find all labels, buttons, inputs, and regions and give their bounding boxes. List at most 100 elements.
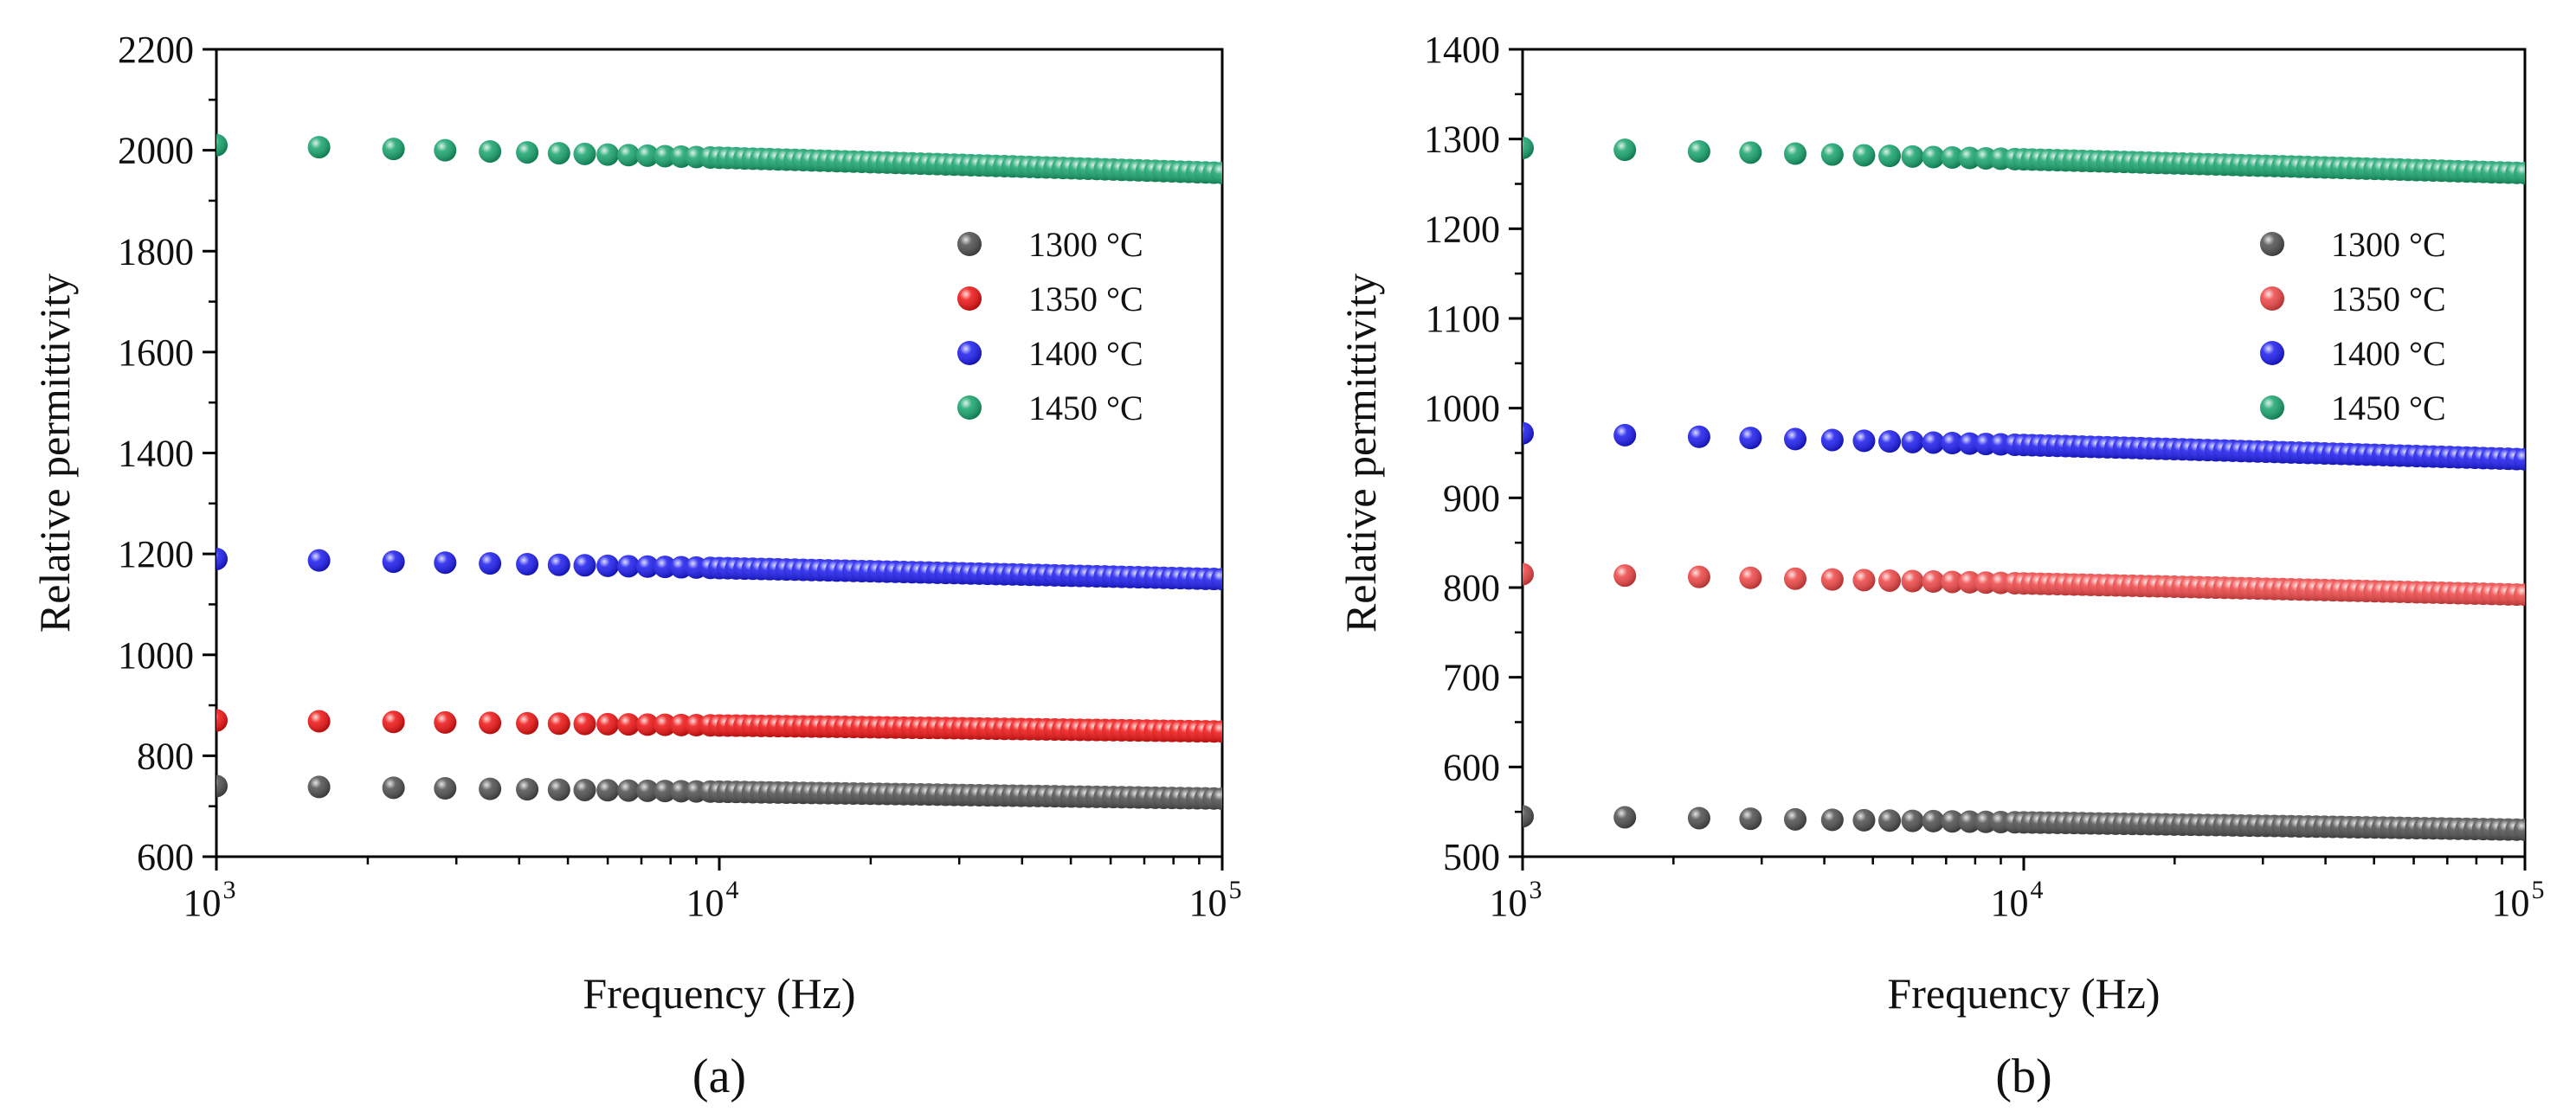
panel-b-legend-marker-shine xyxy=(2260,395,2284,420)
panel-b-point-shine xyxy=(1852,429,1876,453)
panel-b-point-shine xyxy=(1922,809,1945,832)
panel-b-y-axis-label: Relative permittivity xyxy=(1336,273,1385,633)
panel-b-point-shine xyxy=(1941,810,1964,833)
panel-a-series-1 xyxy=(216,709,1222,743)
panel-b-point-shine xyxy=(1958,146,1981,170)
panel-b-point-shine xyxy=(1922,569,1945,593)
panel-b-ytick-label: 800 xyxy=(1443,567,1500,609)
panel-a-point-shine xyxy=(654,713,677,736)
panel-a-point-shine xyxy=(307,775,331,799)
panel-b-ytick-label: 700 xyxy=(1443,657,1500,699)
panel-b-point-shine xyxy=(1739,807,1762,831)
panel-a-point-shine xyxy=(307,549,331,572)
panel-a-xtick-label: 104 xyxy=(686,876,739,924)
panel-a-point-shine xyxy=(573,554,596,577)
panel-b-x-axis-label: Frequency (Hz) xyxy=(1887,969,2160,1018)
panel-b-point-shine xyxy=(1523,421,1534,445)
panel-b-ytick-label: 900 xyxy=(1443,477,1500,519)
panel-a-point-shine xyxy=(434,138,457,162)
panel-a-point-shine xyxy=(516,141,539,164)
panel-b-point-shine xyxy=(1739,566,1762,589)
panel-a-point-shine xyxy=(547,142,570,165)
panel-b-point-shine xyxy=(2514,818,2525,841)
panel-b-point-shine xyxy=(1784,567,1807,590)
panel-a-legend-label: 1350 °C xyxy=(1028,280,1143,318)
panel-a-point-shine xyxy=(636,144,660,167)
panel-b-legend-label: 1400 °C xyxy=(2331,334,2446,373)
panel-a-point-shine xyxy=(636,555,660,578)
panel-a-point-shine xyxy=(479,711,502,735)
panel-a-point-shine xyxy=(382,776,405,800)
panel-a-point-shine xyxy=(516,711,539,735)
panel-a-y-axis-label: Relative permittivity xyxy=(30,273,79,633)
panel-b-point-shine xyxy=(1687,806,1710,830)
panel-b-legend-marker-shine xyxy=(2260,341,2284,365)
panel-b-ytick-label: 1300 xyxy=(1424,119,1500,161)
panel-a-ytick-label: 1000 xyxy=(118,634,194,677)
panel-b-point-shine xyxy=(1852,569,1876,592)
panel-a-data xyxy=(216,133,1222,810)
panel-a-ytick-label: 1200 xyxy=(118,533,194,575)
panel-a-point-shine xyxy=(636,779,660,802)
panel-b-point-shine xyxy=(1958,810,1981,833)
panel-b-point-shine xyxy=(1922,431,1945,454)
panel-a-xtick-label: 105 xyxy=(1189,876,1242,924)
panel-b-point-shine xyxy=(1820,143,1844,166)
panel-a-point-shine xyxy=(307,136,331,159)
panel-b-legend-label: 1450 °C xyxy=(2331,389,2446,427)
panel-a-x-axis-label: Frequency (Hz) xyxy=(583,969,855,1018)
panel-a-xtick-label: 103 xyxy=(184,876,236,924)
panel-b-series-2 xyxy=(1523,421,2525,471)
panel-a-series-3 xyxy=(216,133,1222,184)
panel-a-point-shine xyxy=(434,777,457,800)
panel-a-point-shine xyxy=(382,710,405,734)
panel-a-ytick-label: 1400 xyxy=(118,433,194,475)
panel-b-point-shine xyxy=(1820,808,1844,832)
panel-b-point-shine xyxy=(1901,809,1924,832)
panel-a-point-shine xyxy=(382,138,405,161)
panel-b-point-shine xyxy=(1901,569,1924,593)
panel-b-point-shine xyxy=(1739,427,1762,450)
panel-a-ytick-label: 2200 xyxy=(118,29,194,71)
panel-b-point-shine xyxy=(1613,806,1637,829)
panel-a-legend-marker-shine xyxy=(957,341,982,365)
panel-a-point-shine xyxy=(434,710,457,734)
panel-a-point-shine xyxy=(516,553,539,576)
panel-b-point-shine xyxy=(1878,809,1902,832)
panel-b-point-shine xyxy=(1901,430,1924,453)
panel-b-point-shine xyxy=(1523,137,1534,160)
panel-a-point-shine xyxy=(573,778,596,801)
panel-a-point-shine xyxy=(596,712,620,736)
panel-b-point-shine xyxy=(1941,570,1964,594)
panel-b-point-shine xyxy=(1739,141,1762,164)
panel-a-legend-label: 1450 °C xyxy=(1028,389,1143,427)
panel-a-point-shine xyxy=(516,778,539,801)
panel-a-panel-label: (a) xyxy=(692,1050,746,1103)
panel-a-legend-label: 1400 °C xyxy=(1028,334,1143,373)
panel-b-point-shine xyxy=(1613,564,1637,588)
panel-b-legend-label: 1300 °C xyxy=(2331,225,2446,264)
panel-a-legend-marker-shine xyxy=(957,232,982,256)
panel-b-point-shine xyxy=(1687,139,1710,163)
panel-b-point-shine xyxy=(1922,145,1945,169)
panel-b-series-1 xyxy=(1523,562,2525,607)
panel-a-legend-label: 1300 °C xyxy=(1028,225,1143,264)
panel-a-point-shine xyxy=(1211,720,1222,743)
panel-a-point-shine xyxy=(547,712,570,736)
panel-b-point-shine xyxy=(2514,447,2525,471)
panel-a-series-0 xyxy=(216,774,1222,810)
panel-a-point-shine xyxy=(617,144,641,167)
chart-panel-a: 600 800 1000 1200 1400 1600 1800 2000 2200 103 104… xyxy=(30,29,1242,1103)
panel-a-point-shine xyxy=(617,713,641,736)
panel-a-point-shine xyxy=(434,551,457,575)
panel-a-point-shine xyxy=(479,139,502,163)
panel-b-point-shine xyxy=(1958,570,1981,594)
panel-b-point-shine xyxy=(1878,569,1902,592)
panel-a-point-shine xyxy=(617,555,641,578)
panel-b-ytick-label: 500 xyxy=(1443,836,1500,878)
panel-b-point-shine xyxy=(1878,430,1902,453)
panel-b-xtick-label: 105 xyxy=(2492,876,2545,924)
panel-a-point-shine xyxy=(216,709,228,732)
panel-b-ytick-label: 1200 xyxy=(1424,208,1500,250)
